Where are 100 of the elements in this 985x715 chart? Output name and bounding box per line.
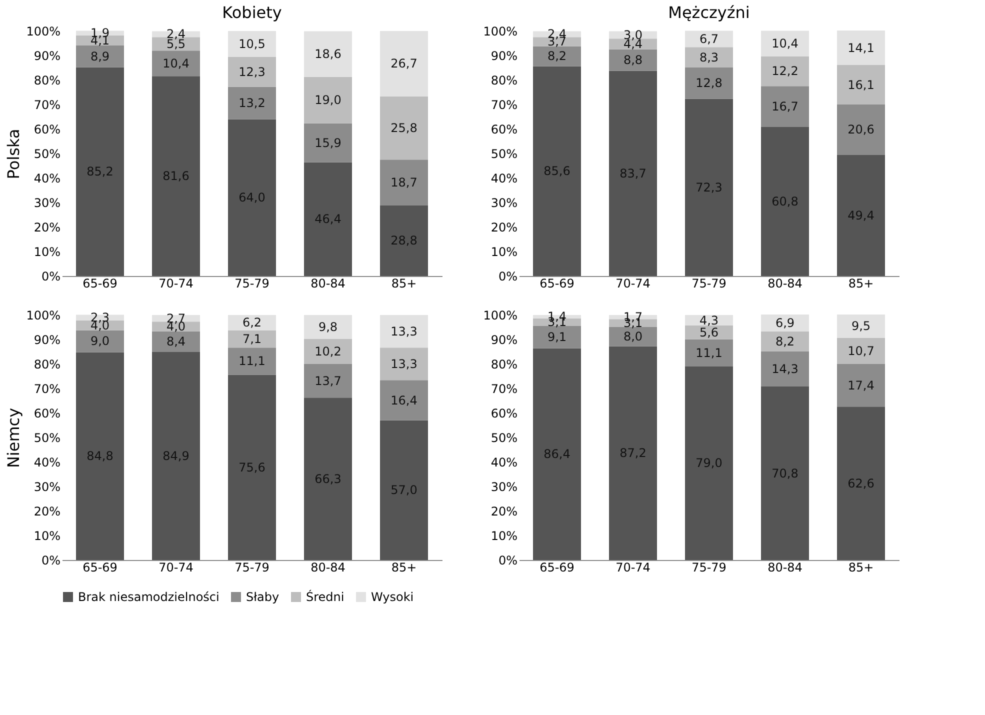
data-label: 87,2 bbox=[620, 446, 646, 460]
bar bbox=[304, 315, 352, 340]
x-tick-label: 80-84 bbox=[768, 276, 802, 290]
data-label: 8,4 bbox=[166, 334, 186, 349]
data-label: 11,1 bbox=[238, 354, 266, 368]
data-label: 10,4 bbox=[772, 36, 798, 50]
data-label: 8,2 bbox=[547, 49, 567, 64]
data-label: 46,4 bbox=[314, 212, 342, 226]
bar bbox=[228, 374, 276, 560]
x-tick-label: 65-69 bbox=[540, 276, 574, 290]
data-label: 7,1 bbox=[242, 332, 262, 346]
bar bbox=[685, 68, 733, 99]
bar bbox=[228, 56, 276, 87]
data-label: 12,8 bbox=[696, 76, 722, 90]
data-label: 66,3 bbox=[314, 472, 342, 486]
bar bbox=[837, 30, 885, 66]
data-label: 16,1 bbox=[848, 78, 874, 92]
data-label: 13,7 bbox=[314, 374, 342, 388]
bar bbox=[609, 346, 657, 560]
x-tick-label: 80-84 bbox=[310, 560, 346, 574]
bar bbox=[304, 339, 352, 364]
y-tick-label: 50% bbox=[490, 431, 518, 445]
x-tick-label: 75-79 bbox=[234, 276, 270, 290]
data-label: 9,1 bbox=[547, 330, 567, 344]
data-label: 15,9 bbox=[314, 136, 342, 150]
bar bbox=[304, 123, 352, 162]
bar bbox=[152, 50, 200, 76]
y-tick-label: 0% bbox=[498, 554, 518, 568]
bar bbox=[609, 70, 657, 276]
y-tick-label: 30% bbox=[490, 196, 518, 210]
bar bbox=[761, 56, 809, 86]
data-label: 8,8 bbox=[623, 53, 643, 68]
y-tick-label: 70% bbox=[490, 382, 518, 396]
data-label: 6,7 bbox=[699, 32, 719, 46]
y-tick-label: 20% bbox=[34, 504, 60, 518]
y-tick-label: 70% bbox=[34, 98, 60, 112]
x-tick-label: 85+ bbox=[391, 560, 417, 574]
x-tick-label: 85+ bbox=[391, 276, 417, 290]
bar bbox=[533, 326, 581, 348]
bar bbox=[761, 352, 809, 387]
x-tick-label: 70-74 bbox=[616, 276, 650, 290]
data-label: 18,7 bbox=[390, 176, 418, 190]
y-tick-label: 0% bbox=[41, 270, 60, 284]
data-label: 9,8 bbox=[318, 320, 338, 334]
y-tick-label: 80% bbox=[34, 74, 60, 88]
bar bbox=[228, 119, 276, 276]
x-tick-label: 75-79 bbox=[234, 560, 270, 574]
y-tick-label: 10% bbox=[490, 245, 518, 259]
data-label: 19,0 bbox=[314, 93, 342, 108]
data-label: 8,2 bbox=[775, 334, 795, 348]
data-label: 6,2 bbox=[242, 316, 262, 330]
data-label: 10,7 bbox=[848, 344, 874, 358]
bar bbox=[304, 76, 352, 124]
data-label: 5,6 bbox=[699, 325, 719, 340]
data-label: 9,0 bbox=[90, 334, 110, 348]
y-tick-label: 100% bbox=[483, 308, 518, 322]
data-label: 79,0 bbox=[696, 456, 722, 470]
y-tick-label: 80% bbox=[34, 358, 60, 372]
y-tick-label: 20% bbox=[490, 220, 518, 234]
x-tick-label: 85+ bbox=[848, 560, 874, 574]
y-tick-label: 50% bbox=[34, 431, 60, 445]
data-label: 83,7 bbox=[620, 166, 646, 180]
data-label: 57,0 bbox=[390, 483, 418, 498]
bar bbox=[152, 331, 200, 352]
y-tick-label: 30% bbox=[34, 196, 60, 210]
bar bbox=[761, 331, 809, 352]
y-tick-label: 0% bbox=[498, 270, 518, 284]
bar bbox=[76, 352, 124, 560]
bar bbox=[837, 65, 885, 104]
data-label: 85,6 bbox=[544, 164, 570, 178]
chart-title: Kobiety bbox=[222, 3, 282, 22]
bar bbox=[380, 205, 428, 276]
bar bbox=[380, 348, 428, 380]
data-label: 85,2 bbox=[86, 164, 114, 179]
data-label: 8,9 bbox=[90, 49, 110, 64]
data-label: 70,8 bbox=[772, 466, 798, 480]
bar bbox=[380, 31, 428, 96]
y-tick-label: 10% bbox=[490, 529, 518, 543]
data-label: 25,8 bbox=[390, 121, 418, 136]
y-tick-label: 100% bbox=[26, 308, 60, 322]
y-tick-label: 20% bbox=[34, 220, 60, 234]
data-label: 75,6 bbox=[238, 460, 266, 474]
bar bbox=[76, 67, 124, 276]
bar bbox=[685, 98, 733, 276]
x-tick-label: 70-74 bbox=[158, 560, 194, 574]
y-tick-label: 100% bbox=[26, 24, 60, 38]
bar bbox=[228, 348, 276, 375]
data-label: 10,5 bbox=[238, 36, 266, 51]
legend-label: Średni bbox=[306, 589, 344, 604]
bar bbox=[761, 127, 809, 276]
y-tick-label: 40% bbox=[34, 172, 60, 186]
bar bbox=[304, 364, 352, 398]
y-tick-label: 90% bbox=[490, 333, 518, 347]
y-tick-label: 50% bbox=[34, 147, 60, 161]
y-tick-label: 60% bbox=[34, 122, 60, 136]
bar bbox=[685, 47, 733, 68]
data-label: 64,0 bbox=[238, 190, 266, 205]
data-label: 14,3 bbox=[772, 362, 798, 376]
data-label: 28,8 bbox=[390, 234, 418, 248]
data-label: 16,7 bbox=[772, 100, 798, 114]
